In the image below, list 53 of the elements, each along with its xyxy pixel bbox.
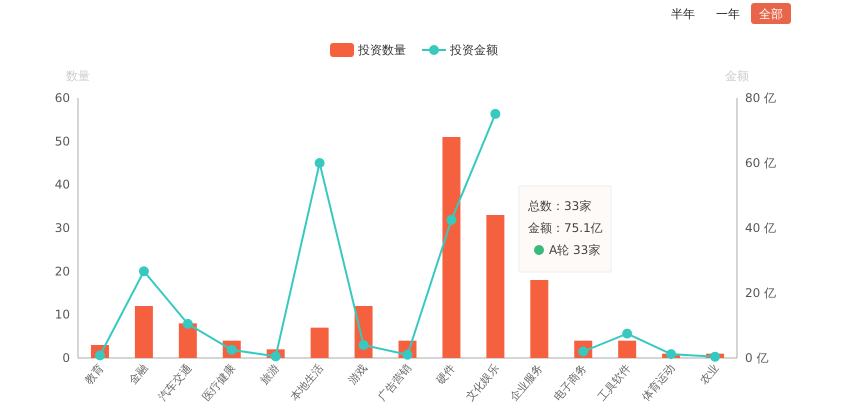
- annotation: A轮 33家: [549, 243, 600, 257]
- y2-tick-label: 80 亿: [745, 91, 776, 105]
- x-tick-label: 游戏: [346, 362, 370, 387]
- text: 全部: [759, 7, 783, 21]
- y-tick-label: 50: [54, 134, 70, 148]
- x-tick-label: 汽车交通: [156, 362, 194, 404]
- bar: [134, 306, 153, 358]
- x-tick-label: 文化娱乐: [463, 362, 502, 404]
- text: 半年: [671, 7, 695, 21]
- x-tick-label: 企业服务: [507, 362, 546, 404]
- y-tick-label: 0: [62, 351, 70, 365]
- y2-tick-label: 20 亿: [745, 286, 776, 300]
- legend-label: 投资数量: [357, 43, 406, 57]
- point: [138, 266, 149, 276]
- point: [622, 328, 632, 339]
- y-tick-label: 10: [54, 308, 70, 322]
- y2-tick-label: 40 亿: [745, 221, 776, 235]
- bar: [310, 328, 329, 358]
- bar: [530, 280, 548, 358]
- annotation: 金额：75.1亿: [528, 221, 603, 235]
- point: [182, 318, 193, 329]
- x-tick-label: 电子商务: [551, 362, 590, 404]
- bar: [618, 340, 636, 358]
- point: [710, 352, 720, 362]
- y-tick-label: 60: [54, 91, 70, 105]
- text: 一年: [716, 7, 740, 21]
- point: [446, 214, 456, 225]
- x-tick-label: 工具软件: [595, 362, 634, 404]
- point: [358, 340, 369, 350]
- y2-tick-label: 60 亿: [745, 156, 776, 170]
- x-tick-label: 体育运动: [639, 362, 678, 404]
- point: [314, 158, 325, 168]
- x-tick-label: 农业: [697, 362, 722, 387]
- x-tick-label: 广告营销: [376, 362, 414, 404]
- y-tick-label: 40: [54, 178, 70, 192]
- legend-label: 投资金额: [449, 43, 498, 57]
- x-tick-label: 医疗健康: [200, 362, 238, 404]
- x-tick-label: 教育: [82, 362, 106, 387]
- x-tick-label: 金融: [126, 362, 150, 387]
- point: [270, 351, 281, 362]
- point: [490, 108, 500, 119]
- y-tick-label: 20: [54, 264, 70, 278]
- annotation: 总数：33家: [527, 199, 592, 213]
- y2-tick-label: 0 亿: [745, 351, 768, 365]
- x-tick-label: 硬件: [434, 362, 458, 387]
- point: [402, 350, 412, 360]
- x-tick-label: 旅游: [258, 362, 282, 387]
- point: [666, 349, 676, 360]
- bar: [486, 215, 504, 358]
- x-tick-label: 本地生活: [288, 362, 326, 404]
- bar: [442, 137, 460, 358]
- y-tick-label: 30: [54, 221, 70, 235]
- bar: [178, 323, 197, 358]
